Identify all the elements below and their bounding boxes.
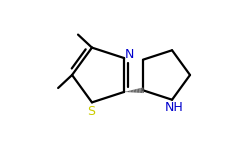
Text: N: N — [125, 48, 134, 61]
Text: S: S — [87, 105, 95, 118]
Text: NH: NH — [164, 101, 183, 114]
